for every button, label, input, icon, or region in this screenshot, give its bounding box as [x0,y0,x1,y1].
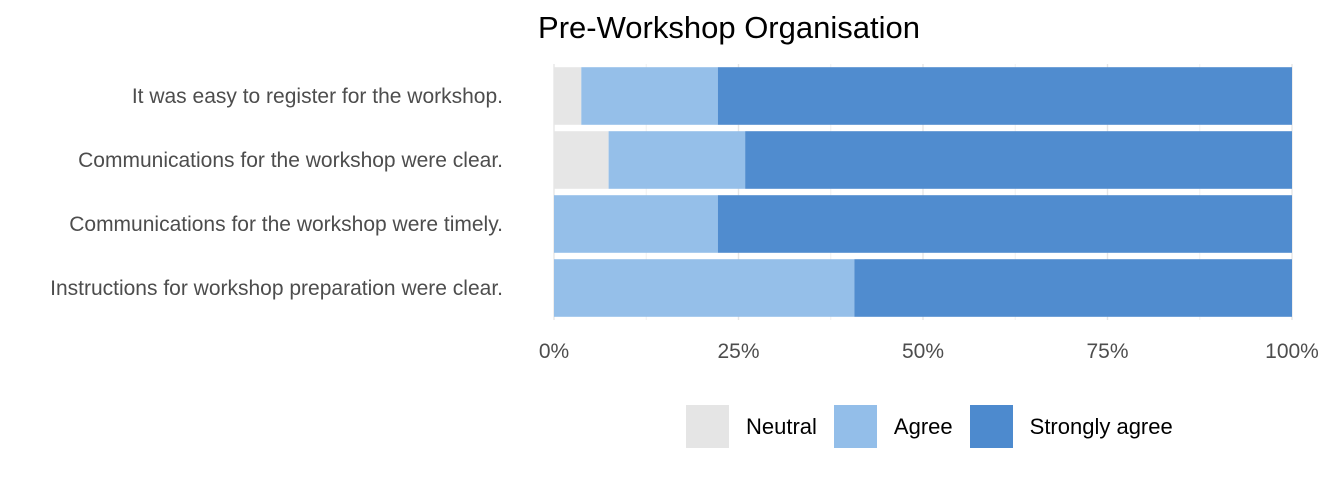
category-label: Communications for the workshop were tim… [69,213,503,236]
legend-item-strongly-agree: Strongly agree [969,405,1173,448]
category-label: It was easy to register for the workshop… [132,85,503,108]
legend-label-agree: Agree [893,413,953,439]
legend-swatch-neutral [686,405,729,448]
bar-segment-agree [554,195,718,253]
legend-item-agree: Agree [833,405,953,448]
x-tick-label: 25% [717,340,759,363]
legend-item-neutral: Neutral [686,405,817,448]
bar-segment-strongly-agree [745,131,1292,189]
x-tick-label: 100% [1265,340,1319,363]
bar-segment-neutral [554,131,609,189]
bar-layer [554,67,1292,317]
legend-label-strongly-agree: Strongly agree [1029,413,1173,439]
x-tick-label: 0% [539,340,569,363]
x-axis-ticks: 0% 25% 50% 75% 100% [539,340,1319,363]
bar-segment-agree [554,259,855,317]
chart-title: Pre-Workshop Organisation [538,10,920,45]
x-tick-label: 50% [902,340,944,363]
bar-segment-strongly-agree [854,259,1292,317]
bar-segment-neutral [554,67,582,125]
bar-segment-strongly-agree [717,195,1292,253]
category-labels: It was easy to register for the workshop… [50,85,503,300]
legend-label-neutral: Neutral [746,413,817,439]
bar-segment-agree [581,67,718,125]
bar-segment-strongly-agree [717,67,1292,125]
legend-swatch-agree [833,405,877,448]
legend: Neutral Agree Strongly agree [686,405,1190,448]
x-tick-label: 75% [1086,340,1128,363]
bar-segment-agree [608,131,746,189]
category-label: Instructions for workshop preparation we… [50,277,503,300]
legend-swatch-strongly-agree [969,405,1013,448]
category-label: Communications for the workshop were cle… [78,149,503,172]
